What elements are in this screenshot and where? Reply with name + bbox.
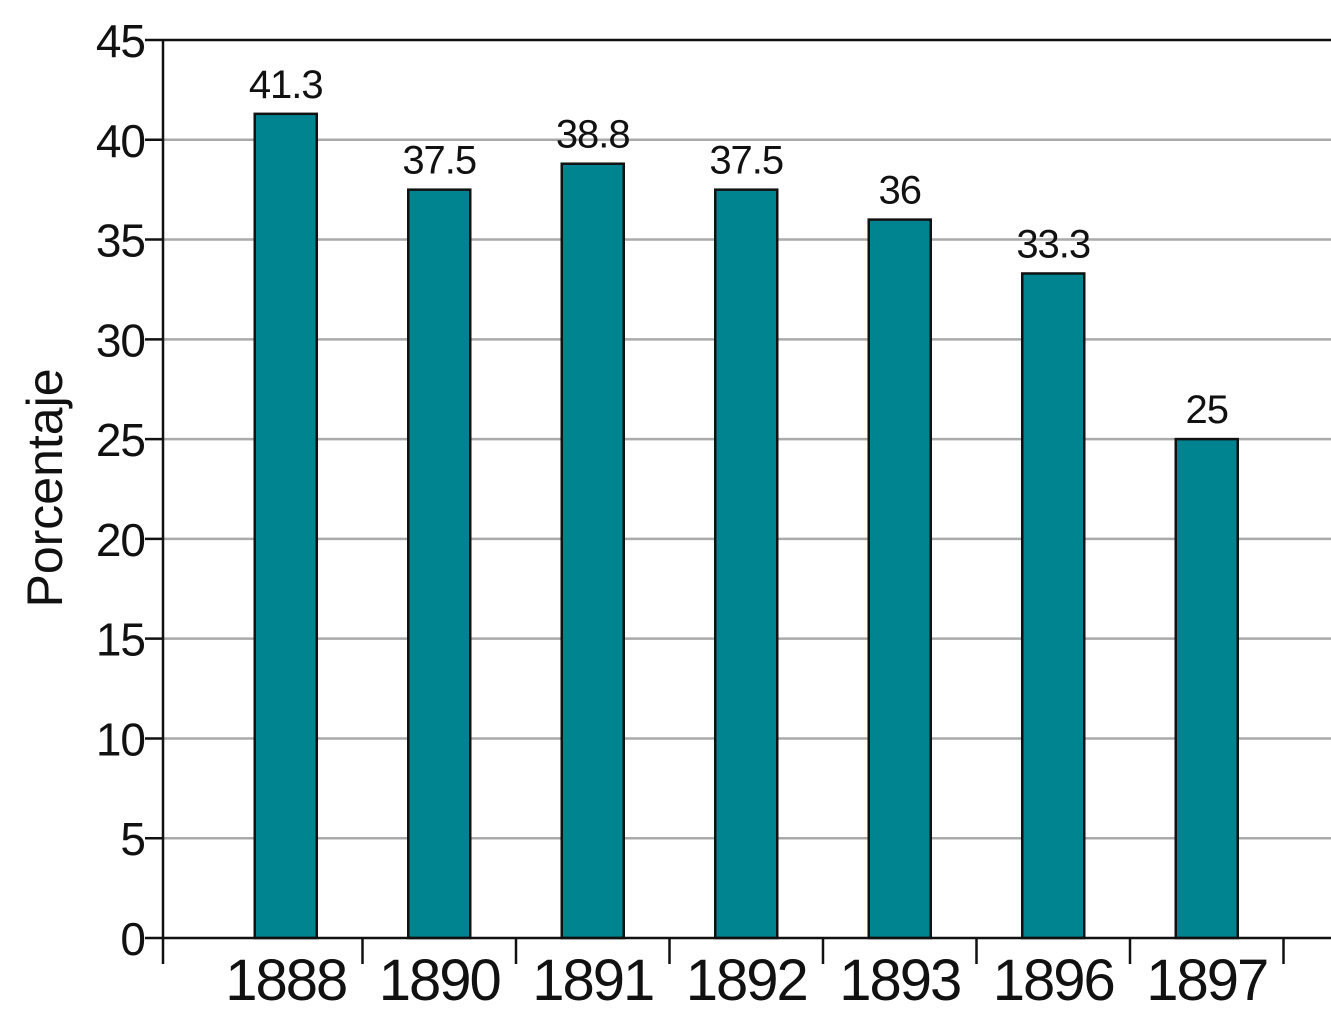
x-tick-label-1888: 1888: [225, 948, 346, 1013]
x-tick-label-1893: 1893: [839, 948, 960, 1013]
x-tick-label-1896: 1896: [993, 948, 1114, 1013]
bar-1888: [253, 112, 318, 940]
bars: [253, 112, 1239, 940]
y-tick-label: 0: [120, 913, 145, 965]
y-tick-label: 25: [96, 414, 145, 466]
data-label-1896: 33.3: [1016, 222, 1090, 266]
bar-1892: [714, 188, 779, 940]
data-label-1891: 38.8: [556, 113, 630, 157]
data-label-1893: 36: [879, 169, 922, 213]
y-tick-label: 45: [96, 15, 145, 67]
bar-1891: [560, 162, 625, 940]
axes: [145, 38, 1331, 964]
bar-1897: [1174, 437, 1239, 940]
y-tick-label: 10: [96, 713, 145, 765]
x-tick-label-1890: 1890: [379, 948, 500, 1013]
y-tick-label: 5: [120, 813, 145, 865]
data-label-1892: 37.5: [709, 139, 783, 183]
y-tick-label: 20: [96, 514, 145, 566]
y-tick-label: 40: [96, 115, 145, 167]
y-tick-labels: 0 5 10 15 20 25 30 35 40 45: [96, 15, 146, 965]
x-tick-label-1892: 1892: [686, 948, 807, 1013]
x-tick-label-1891: 1891: [532, 948, 653, 1013]
x-tick-labels: 1888 1890 1891 1892 1893 1896 1897: [225, 948, 1269, 1013]
bar-1890: [407, 188, 472, 940]
x-tick-label-1897: 1897: [1146, 948, 1267, 1013]
y-tick-label: 35: [96, 215, 145, 267]
bar-1893: [867, 218, 932, 940]
bar-1896: [1021, 272, 1086, 940]
data-label-1888: 41.3: [249, 63, 323, 107]
data-labels: 41.3 37.5 38.8 37.5 36 33.3 25: [249, 63, 1229, 432]
y-tick-label: 15: [96, 614, 145, 666]
data-label-1897: 25: [1186, 388, 1229, 432]
y-tick-label: 30: [96, 314, 145, 366]
data-label-1890: 37.5: [402, 139, 476, 183]
y-axis-title: Porcentaje: [17, 368, 73, 607]
